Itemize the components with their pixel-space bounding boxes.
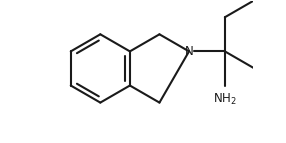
Text: N: N xyxy=(185,45,193,58)
Text: NH$_2$: NH$_2$ xyxy=(213,92,237,107)
